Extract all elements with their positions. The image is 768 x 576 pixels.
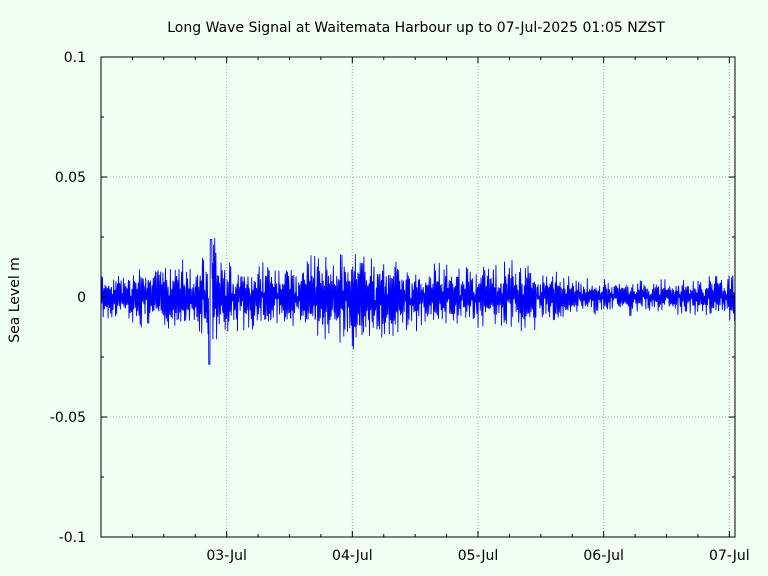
y-tick-label: -0.05	[50, 410, 86, 426]
x-tick-label: 07-Jul	[709, 548, 750, 564]
tick-labels: 0.1 0.05 0 -0.05 -0.1 03-Jul 04-Jul 05-Jul 06-Ju…	[50, 50, 750, 564]
x-tick-label: 04-Jul	[332, 548, 373, 564]
series-group	[100, 238, 736, 365]
x-tick-label: 03-Jul	[206, 548, 247, 564]
y-tick-label: -0.1	[59, 530, 86, 546]
y-tick-label: 0.05	[55, 170, 86, 186]
x-tick-label: 05-Jul	[458, 548, 499, 564]
chart-title: Long Wave Signal at Waitemata Harbour up…	[167, 20, 665, 36]
y-tick-label: 0.1	[64, 50, 86, 66]
tick-marks	[101, 56, 735, 538]
x-tick-label: 06-Jul	[583, 548, 624, 564]
y-axis-label: Sea Level m	[7, 257, 23, 343]
y-tick-label: 0	[77, 290, 86, 306]
signal-line	[100, 238, 736, 365]
